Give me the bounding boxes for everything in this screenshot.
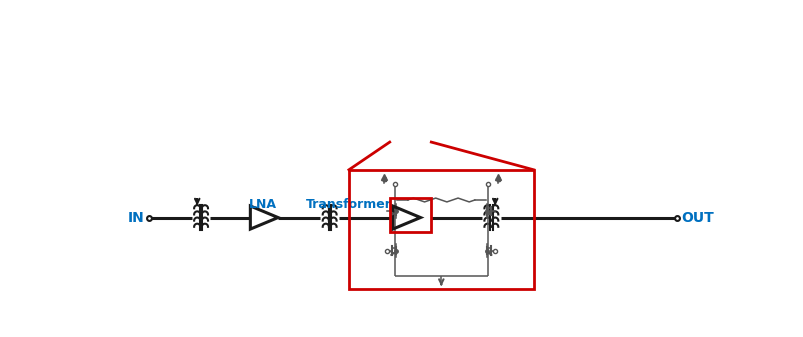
Bar [349, 170, 533, 289]
Text: LNA: LNA [248, 197, 276, 211]
Text: OUT: OUT [680, 211, 712, 224]
Text: Transformer: Transformer [306, 197, 391, 211]
Text: IN: IN [128, 211, 145, 224]
Bar [389, 198, 430, 232]
